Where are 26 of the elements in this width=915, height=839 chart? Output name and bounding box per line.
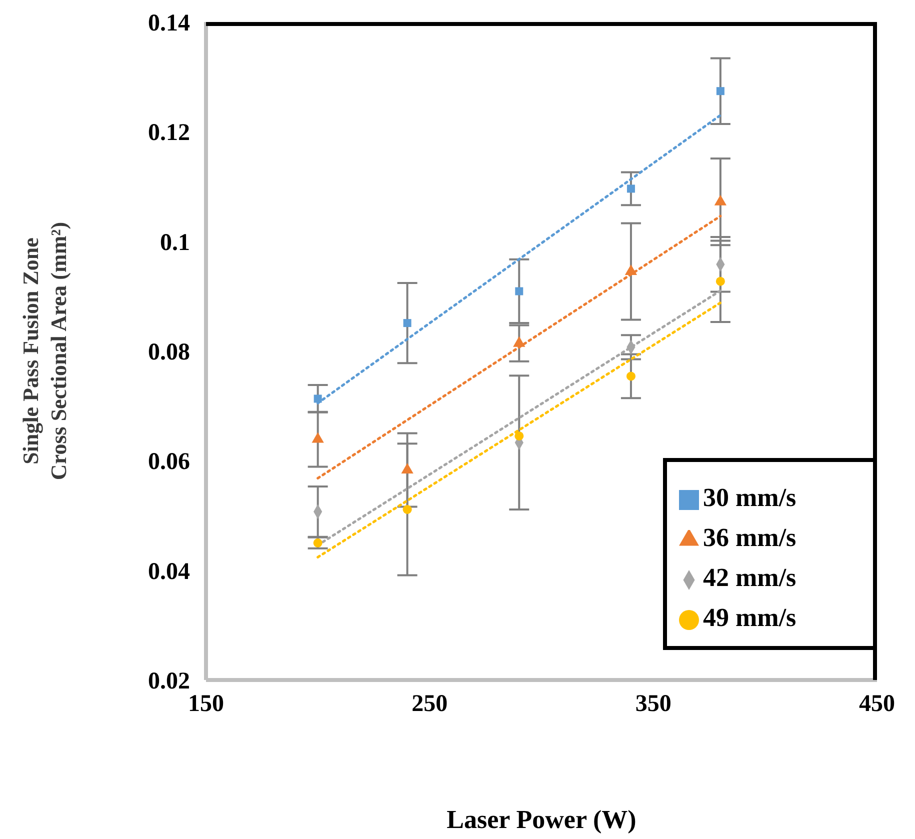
- point: [403, 319, 412, 328]
- legend-label: 30 mm/s: [703, 483, 796, 512]
- y-tick-label: 0.04: [148, 558, 190, 585]
- y-tick-label: 0.06: [148, 449, 190, 476]
- y-tick-label: 0.02: [148, 668, 190, 695]
- x-tick-label: 250: [412, 691, 448, 718]
- x-tick-label: 450: [859, 691, 895, 718]
- y-axis-title: Single Pass Fusion Zone Cross Sectional Area (mm²): [18, 222, 71, 480]
- point: [716, 276, 725, 286]
- y-tick-label: 0.12: [148, 120, 190, 146]
- legend-label: 36 mm/s: [703, 523, 796, 552]
- x-tick-label: 150: [188, 691, 224, 718]
- point: [314, 394, 322, 403]
- legend-label: 49 mm/s: [703, 603, 796, 632]
- point: [515, 287, 524, 296]
- y-tick-label: 0.14: [148, 10, 190, 37]
- x-tick-label: 350: [635, 691, 672, 718]
- point: [716, 87, 724, 96]
- y-tick-label: 0.1: [160, 230, 190, 256]
- point: [626, 184, 635, 193]
- y-tick-label: 0.08: [148, 340, 190, 366]
- legend-label: 42 mm/s: [703, 563, 796, 592]
- point: [402, 504, 412, 514]
- x-axis-title: Laser Power (W): [446, 805, 636, 834]
- point: [514, 431, 524, 440]
- point: [626, 372, 636, 381]
